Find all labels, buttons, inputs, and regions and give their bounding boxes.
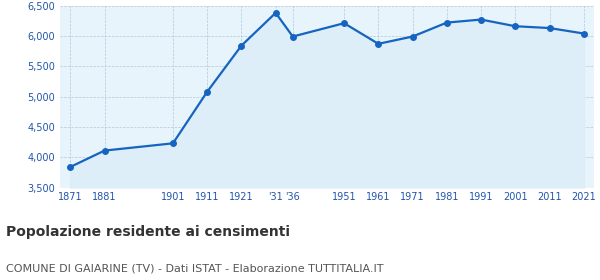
Text: Popolazione residente ai censimenti: Popolazione residente ai censimenti <box>6 225 290 239</box>
Text: COMUNE DI GAIARINE (TV) - Dati ISTAT - Elaborazione TUTTITALIA.IT: COMUNE DI GAIARINE (TV) - Dati ISTAT - E… <box>6 263 383 273</box>
